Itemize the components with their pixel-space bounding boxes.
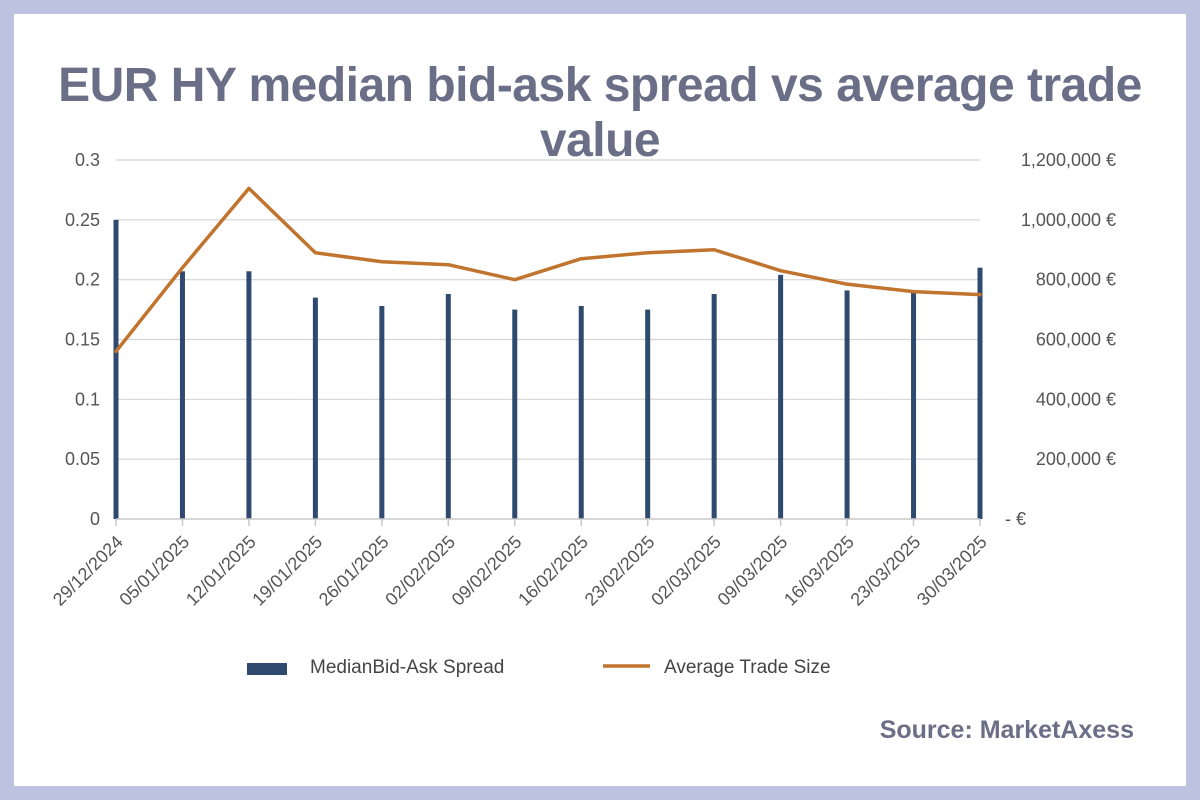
source-note: Source: MarketAxess [879,716,1134,744]
x-tick-label: 26/01/2025 [315,532,393,610]
trade-size-point [114,349,118,353]
trade-size-point [313,251,317,255]
x-tick-label: 02/02/2025 [381,532,459,610]
spread-bar [246,271,252,519]
spread-bar [179,271,185,519]
trade-size-point [779,269,783,273]
trade-size-point [646,251,650,255]
trade-size-point [446,263,450,267]
trade-size-point [912,290,916,294]
trade-size-point [579,257,583,261]
legend-label-trade-size: Average Trade Size [664,657,831,678]
chart-card [14,14,1186,786]
legend: MedianBid-Ask Spread Average Trade Size [247,657,831,678]
right-tick-label: 200,000 € [1036,449,1116,469]
trade-size-line [114,186,982,354]
x-tick-label: 16/02/2025 [514,532,592,610]
left-tick-label: 0.2 [75,270,100,290]
x-tick-label: 19/01/2025 [248,532,326,610]
spread-bar [512,309,518,519]
spread-bar [445,294,451,519]
x-tick-label: 05/01/2025 [115,532,193,610]
spread-bars [113,219,983,520]
left-tick-label: 0.25 [65,210,100,230]
x-axis: 29/12/202405/01/202512/01/202519/01/2025… [49,518,991,610]
right-axis-ticks: - € 200,000 € 400,000 € 600,000 € 800,000 € 1… [1005,150,1116,529]
x-tick-label: 23/02/2025 [581,532,659,610]
spread-bar [113,219,119,520]
left-tick-label: 0.3 [75,150,100,170]
spread-bar [778,274,784,519]
right-tick-label: 800,000 € [1036,270,1116,290]
x-tick-label: 23/03/2025 [847,532,925,610]
spread-bar [844,290,850,519]
x-tick-label: 09/03/2025 [714,532,792,610]
grid-lines [116,159,980,460]
x-tick-label: 16/03/2025 [780,532,858,610]
spread-bar [312,297,318,519]
spread-bar [578,305,584,519]
trade-size-point [978,293,982,297]
trade-size-point [247,186,251,190]
trade-size-point [513,278,517,282]
left-tick-label: 0.05 [65,449,100,469]
spread-bar [911,290,917,519]
spread-bar [711,294,717,519]
right-tick-label: 600,000 € [1036,330,1116,350]
spread-bar [645,309,651,519]
right-tick-label: 400,000 € [1036,389,1116,409]
left-tick-label: 0 [90,509,100,529]
trade-size-point [712,248,716,252]
trade-size-point [380,260,384,264]
trade-size-series-line [114,186,982,354]
right-tick-label: 1,200,000 € [1021,150,1116,170]
spread-bar [379,305,385,519]
legend-label-spread: MedianBid-Ask Spread [310,657,504,678]
trade-size-point [180,266,184,270]
trade-size-point [845,282,849,286]
x-tick-label: 09/02/2025 [448,532,526,610]
left-tick-label: 0.15 [65,330,100,350]
chart-title: EUR HY median bid-ask spread vs average … [58,59,1142,167]
left-axis-ticks: 0 0.05 0.1 0.15 0.2 0.25 0.3 [65,150,100,529]
right-tick-label: - € [1005,509,1026,529]
x-tick-label: 02/03/2025 [647,532,725,610]
spread-bar [977,267,983,519]
x-tick-label: 29/12/2024 [49,532,127,610]
x-tick-label: 12/01/2025 [182,532,260,610]
legend-swatch-spread [247,663,287,675]
left-tick-label: 0.1 [75,389,100,409]
x-tick-label: 30/03/2025 [913,532,991,610]
right-tick-label: 1,000,000 € [1021,210,1116,230]
